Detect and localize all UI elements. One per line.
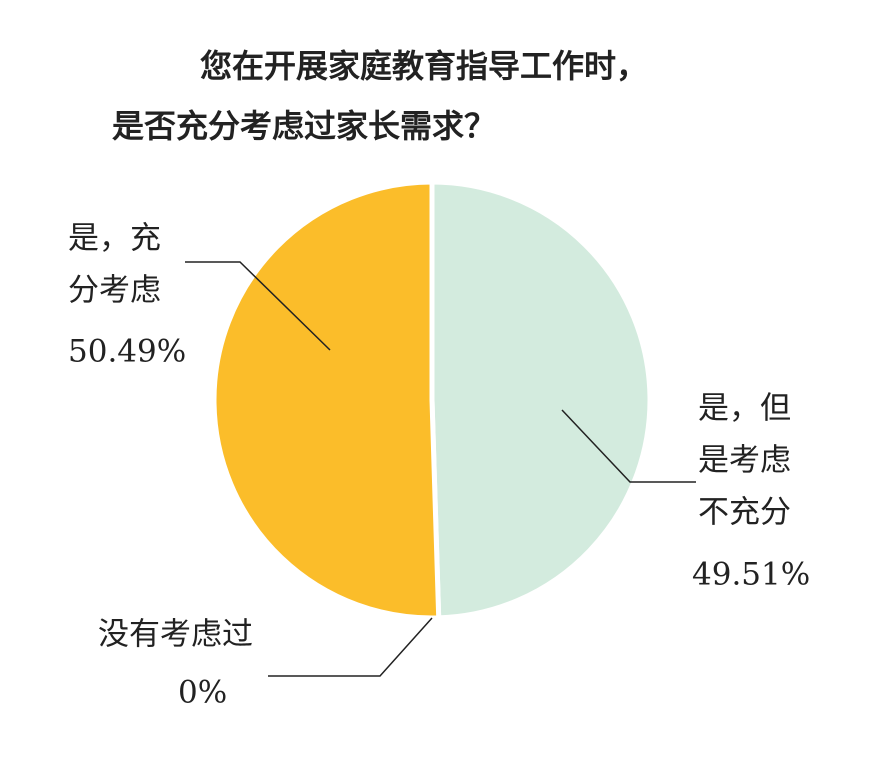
chart-title: 是否充分考虑过家长需求？ [112,107,496,145]
slice-label: 不充分 [698,495,791,531]
value-label: 49.51% [692,557,810,593]
value-label: 0% [178,675,227,711]
leader-line [268,617,433,677]
slice-label: 是，充 [68,221,161,257]
slice-label: 是，但 [698,391,791,427]
pie-slice [211,179,442,621]
slice-label: 分考虑 [68,273,161,309]
value-label: 50.49% [68,334,186,370]
slice-label: 是考虑 [698,443,791,479]
slice-label: 没有考虑过 [98,617,253,653]
pie-slice [429,179,653,621]
leader-line [185,261,331,351]
leader-line [561,409,696,483]
chart-title: 您在开展家庭教育指导工作时， [200,47,648,85]
